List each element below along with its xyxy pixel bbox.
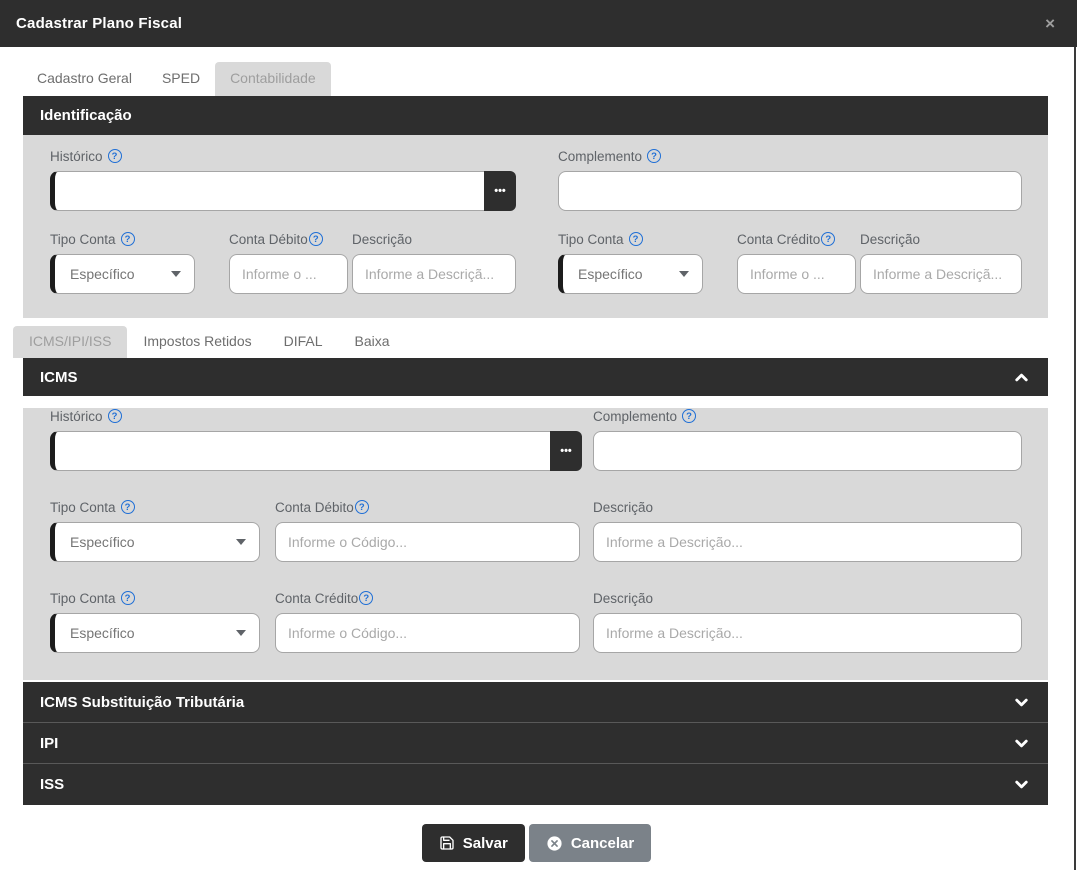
historico-label: Histórico ? — [50, 148, 516, 164]
icms-descricao-credito-input[interactable] — [593, 613, 1022, 653]
icms-panel: ICMS Histórico ? ••• Complement — [23, 358, 1048, 680]
tipo-conta-label: Tipo Conta ? — [558, 231, 703, 247]
section-iss[interactable]: ISS — [23, 764, 1048, 805]
help-icon[interactable]: ? — [354, 500, 369, 514]
conta-credito-label: Conta Crédito ? — [737, 231, 856, 247]
cancel-icon — [546, 835, 563, 852]
help-icon[interactable]: ? — [120, 500, 135, 514]
tipo-conta-debito-select[interactable]: Específico — [50, 254, 195, 294]
tab-cadastro-geral[interactable]: Cadastro Geral — [37, 70, 132, 86]
help-icon[interactable]: ? — [359, 591, 374, 605]
ellipsis-icon: ••• — [494, 185, 506, 197]
identificacao-body: Histórico ? ••• Complemento ? — [23, 135, 1048, 318]
complemento-label: Complemento ? — [593, 408, 1022, 424]
icms-tipo-conta-credito-select[interactable]: Específico — [50, 613, 260, 653]
conta-debito-input[interactable] — [229, 254, 348, 294]
help-icon[interactable]: ? — [647, 149, 662, 163]
modal-titlebar: Cadastrar Plano Fiscal × — [0, 0, 1077, 47]
save-icon — [439, 835, 455, 851]
descricao-label: Descrição — [593, 499, 654, 515]
page-right-edge — [1074, 47, 1076, 870]
icms-title: ICMS — [40, 368, 78, 386]
help-icon[interactable]: ? — [120, 591, 135, 605]
conta-credito-label: Conta Crédito ? — [275, 590, 580, 606]
help-icon[interactable]: ? — [682, 409, 697, 423]
identificacao-title: Identificação — [40, 107, 132, 124]
close-icon[interactable]: × — [1045, 14, 1055, 33]
chevron-down-icon — [679, 271, 689, 277]
tab-icms-ipi-iss[interactable]: ICMS/IPI/ISS — [13, 326, 128, 358]
icms-tipo-conta-debito-select[interactable]: Específico — [50, 522, 260, 562]
complemento-input[interactable] — [558, 171, 1022, 211]
identificacao-header: Identificação — [23, 96, 1048, 135]
help-icon[interactable]: ? — [821, 232, 836, 246]
conta-credito-input[interactable] — [737, 254, 856, 294]
chevron-down-icon — [236, 630, 246, 636]
ellipsis-icon: ••• — [560, 445, 572, 457]
conta-debito-label: Conta Débito ? — [229, 231, 348, 247]
chevron-down-icon[interactable] — [1012, 775, 1031, 794]
help-icon[interactable]: ? — [120, 232, 135, 246]
icms-conta-debito-input[interactable] — [275, 522, 580, 562]
icms-historico-input[interactable] — [50, 431, 550, 471]
tipo-conta-label: Tipo Conta ? — [50, 499, 260, 515]
chevron-down-icon — [236, 539, 246, 545]
help-icon[interactable]: ? — [628, 232, 643, 246]
tab-baixa[interactable]: Baixa — [354, 333, 390, 349]
help-icon[interactable]: ? — [107, 409, 122, 423]
section-icms-substituicao-tributaria[interactable]: ICMS Substituição Tributária — [23, 682, 1048, 723]
tipo-conta-credito-select[interactable]: Específico — [558, 254, 703, 294]
icms-body: Histórico ? ••• Complemento ? — [23, 408, 1048, 680]
footer-actions: Salvar Cancelar — [0, 824, 1073, 862]
tipo-conta-label: Tipo Conta ? — [50, 231, 195, 247]
descricao-label: Descrição — [593, 590, 654, 606]
tab-contabilidade[interactable]: Contabilidade — [215, 62, 331, 96]
chevron-up-icon[interactable] — [1012, 368, 1031, 387]
tax-tab-bar: ICMS/IPI/ISS Impostos Retidos DIFAL Baix… — [13, 326, 406, 358]
descricao-debito-input[interactable] — [352, 254, 516, 294]
icms-descricao-debito-input[interactable] — [593, 522, 1022, 562]
historico-label: Histórico ? — [50, 408, 582, 424]
save-button[interactable]: Salvar — [421, 824, 525, 862]
icms-complemento-input[interactable] — [593, 431, 1022, 471]
descricao-label: Descrição — [352, 231, 413, 247]
tab-difal[interactable]: DIFAL — [283, 333, 323, 349]
main-tab-bar: Cadastro Geral SPED Contabilidade — [22, 62, 331, 96]
complemento-label: Complemento ? — [558, 148, 1022, 164]
chevron-down-icon — [171, 271, 181, 277]
help-icon[interactable]: ? — [107, 149, 122, 163]
tab-impostos-retidos[interactable]: Impostos Retidos — [143, 333, 252, 349]
tipo-conta-label: Tipo Conta ? — [50, 590, 260, 606]
page-title: Cadastrar Plano Fiscal — [16, 15, 183, 32]
cancel-button[interactable]: Cancelar — [528, 824, 652, 862]
identificacao-panel: Identificação Histórico ? ••• Complement… — [23, 96, 1048, 318]
collapsed-sections: ICMS Substituição Tributária IPI ISS — [23, 682, 1048, 805]
historico-input[interactable] — [50, 171, 484, 211]
section-ipi[interactable]: IPI — [23, 723, 1048, 764]
lookup-ellipsis-button[interactable]: ••• — [484, 171, 516, 211]
icms-conta-credito-input[interactable] — [275, 613, 580, 653]
lookup-ellipsis-button[interactable]: ••• — [550, 431, 582, 471]
chevron-down-icon[interactable] — [1012, 734, 1031, 753]
tab-sped[interactable]: SPED — [161, 70, 201, 86]
descricao-credito-input[interactable] — [860, 254, 1022, 294]
icms-header[interactable]: ICMS — [23, 358, 1048, 396]
chevron-down-icon[interactable] — [1012, 693, 1031, 712]
descricao-label: Descrição — [860, 231, 921, 247]
help-icon[interactable]: ? — [308, 232, 323, 246]
conta-debito-label: Conta Débito ? — [275, 499, 580, 515]
